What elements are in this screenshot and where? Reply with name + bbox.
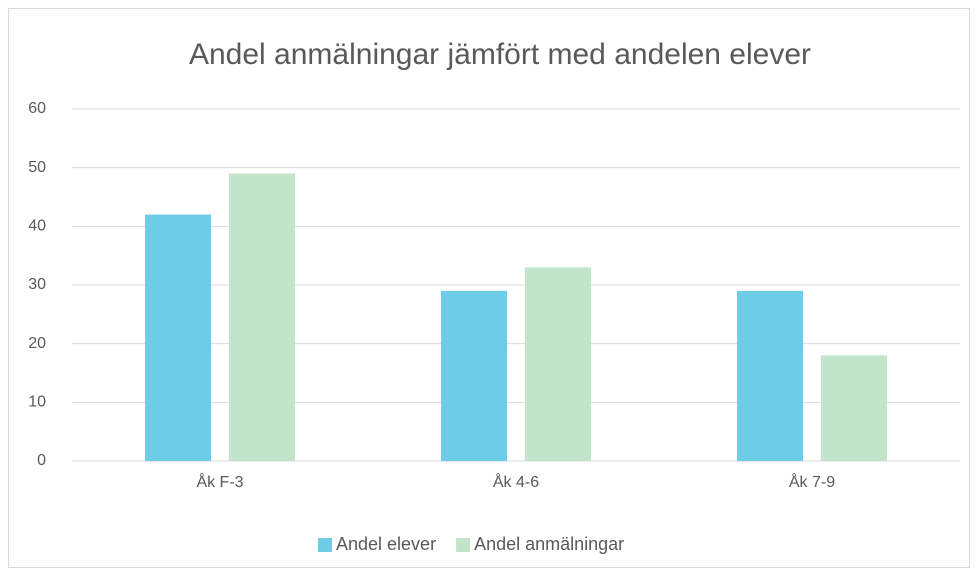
y-tick-label: 50: [28, 159, 46, 176]
chart-title: Andel anmälningar jämfört med andelen el…: [189, 38, 811, 71]
bar: [737, 290, 803, 461]
legend-swatch: [318, 538, 332, 552]
y-tick-label: 40: [28, 218, 46, 235]
y-tick-label: 10: [28, 394, 46, 411]
x-tick-label: Åk F-3: [196, 472, 243, 491]
bar: [821, 355, 887, 461]
bar: [525, 267, 591, 461]
legend-label: Andel elever: [336, 534, 436, 554]
legend-swatch: [456, 538, 471, 552]
bar: [441, 290, 507, 461]
y-tick-label: 60: [28, 100, 46, 117]
x-tick-label: Åk 4-6: [493, 472, 539, 491]
x-tick-label: Åk 7-9: [789, 472, 835, 491]
y-tick-label: 30: [28, 276, 46, 293]
bar: [229, 173, 295, 462]
y-tick-label: 20: [28, 335, 46, 352]
bar: [145, 214, 211, 461]
y-tick-label: 0: [37, 452, 46, 469]
legend-label: Andel anmälningar: [474, 534, 624, 554]
